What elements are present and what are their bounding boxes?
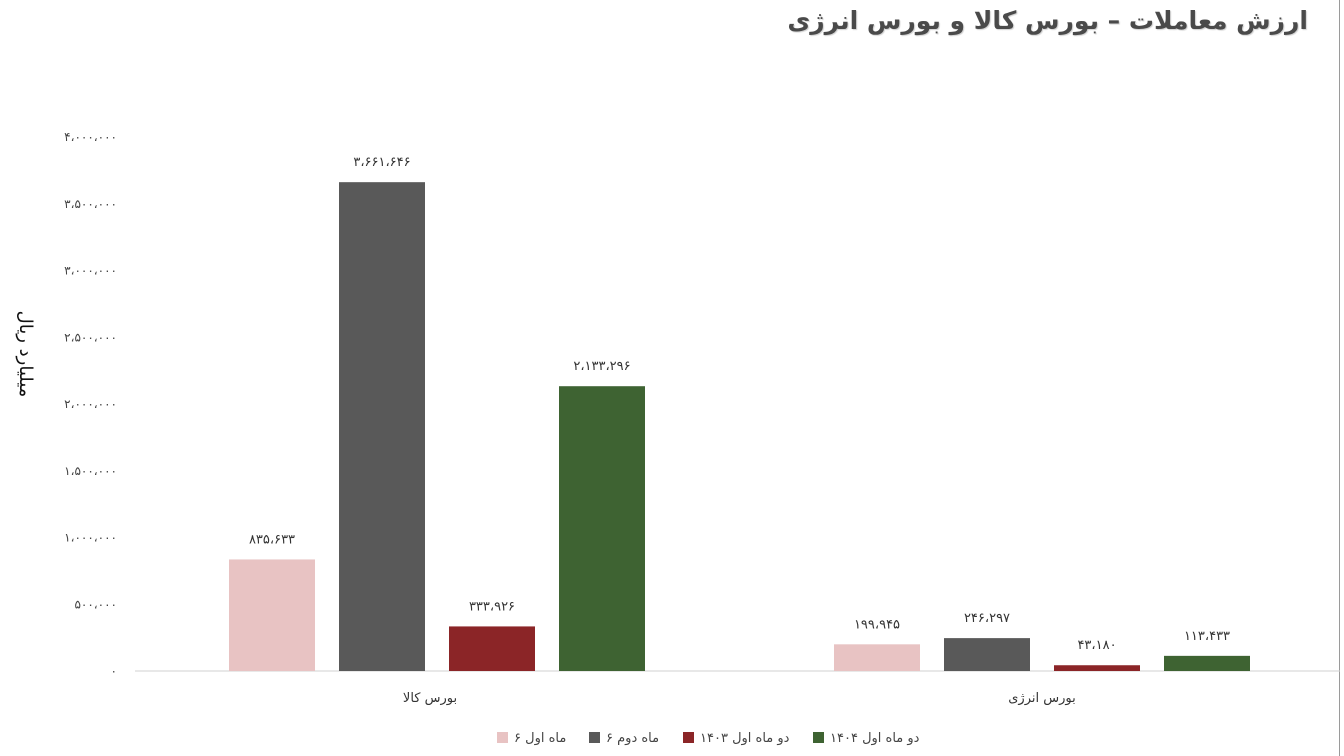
x-category-label: بورس انرژی	[1008, 691, 1075, 706]
bars-group: ۸۳۵،۶۳۳ ۳،۶۶۱،۶۴۶ ۳۳۳،۹۲۶ ۲،۱۳۳،۲۹۶ ۱۹۹،۹۴۵ ۲…	[229, 155, 1250, 671]
legend-label: دو ماه اول ۱۴۰۴	[830, 731, 920, 746]
x-category-label: بورس کالا	[403, 691, 457, 706]
bar	[229, 559, 315, 671]
y-tick-label: ۱،۰۰۰،۰۰۰	[64, 531, 117, 545]
legend-swatch	[683, 732, 694, 743]
y-tick-label: ۲،۵۰۰،۰۰۰	[64, 330, 117, 344]
bar	[449, 626, 535, 671]
y-tick-label: ۲،۰۰۰،۰۰۰	[64, 397, 117, 411]
data-label: ۱۹۹،۹۴۵	[854, 617, 900, 632]
bar	[559, 386, 645, 671]
data-label: ۴۳،۱۸۰	[1077, 638, 1116, 653]
y-tick-label: ۰	[111, 664, 117, 678]
data-label: ۸۳۵،۶۳۳	[249, 532, 295, 547]
legend-label: ۶ ماه اول	[514, 731, 566, 746]
data-label: ۱۱۳،۴۳۳	[1184, 629, 1230, 644]
legend-label: دو ماه اول ۱۴۰۳	[700, 731, 790, 746]
y-axis-label: میلیارد ریال	[15, 311, 36, 398]
category-labels: بورس کالا بورس انرژی	[403, 691, 1076, 706]
y-tick-label: ۳،۰۰۰،۰۰۰	[64, 264, 117, 278]
bar	[339, 182, 425, 671]
data-label: ۳،۶۶۱،۶۴۶	[353, 155, 410, 170]
bar	[1054, 665, 1140, 671]
y-tick-label: ۳،۵۰۰،۰۰۰	[64, 197, 117, 211]
legend-swatch	[589, 732, 600, 743]
legend-swatch	[497, 732, 508, 743]
data-label: ۲۴۶،۲۹۷	[964, 611, 1010, 626]
y-tick-label: ۴،۰۰۰،۰۰۰	[64, 130, 117, 144]
bar	[1164, 655, 1250, 671]
legend-label: ۶ ماه دوم	[606, 731, 659, 746]
data-label: ۲،۱۳۳،۲۹۶	[573, 359, 630, 374]
data-label: ۳۳۳،۹۲۶	[469, 599, 515, 614]
y-tick-label: ۵۰۰،۰۰۰	[74, 597, 117, 611]
y-tick-label: ۱،۵۰۰،۰۰۰	[64, 464, 117, 478]
legend-swatch	[813, 732, 824, 743]
y-axis: ۰ ۵۰۰،۰۰۰ ۱،۰۰۰،۰۰۰ ۱،۵۰۰،۰۰۰ ۲،۰۰۰،۰۰۰ ۲،۵۰۰…	[64, 130, 117, 678]
legend: ۶ ماه اول ۶ ماه دوم دو ماه اول ۱۴۰۳ دو ماه …	[497, 731, 920, 746]
bar	[834, 644, 920, 671]
chart-title: ارزش معاملات – بورس کالا و بورس انرژی	[787, 6, 1308, 35]
right-border-line	[1339, 0, 1340, 756]
bar	[944, 638, 1030, 671]
